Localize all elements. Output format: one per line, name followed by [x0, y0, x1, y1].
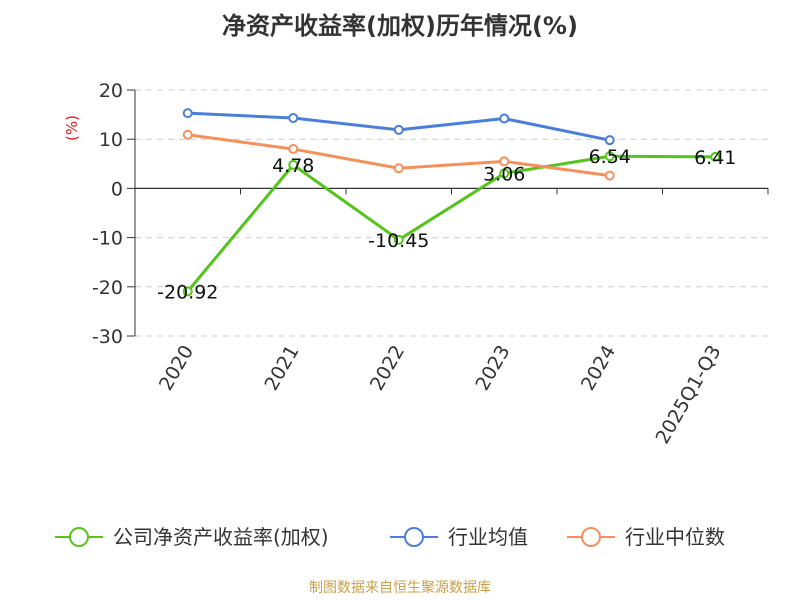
y-tick-label: -30: [92, 326, 123, 348]
data-point: [393, 234, 404, 245]
data-point: [182, 286, 193, 297]
legend-marker-0: [69, 527, 89, 547]
source-note: 制图数据来自恒生聚源数据库: [309, 580, 491, 596]
y-axis-unit-label: (%): [63, 115, 81, 141]
series-line-0: [186, 154, 716, 293]
y-tick-label: -20: [92, 277, 123, 299]
data-point: [288, 144, 299, 155]
data-label: -10.45: [368, 230, 429, 252]
legend-marker-2: [581, 527, 601, 547]
legend-label-1: 行业均值: [448, 525, 528, 549]
data-point: [288, 159, 299, 170]
data-point: [499, 113, 510, 124]
data-label: 6.41: [694, 147, 736, 169]
grid-lines: [135, 89, 768, 337]
data-point: [604, 151, 615, 162]
data-point: [393, 124, 404, 135]
series-lines: [182, 108, 721, 297]
data-label: 4.78: [272, 155, 314, 177]
data-point: [499, 168, 510, 179]
data-label: 6.54: [589, 146, 631, 168]
legend: 公司净资产收益率(加权) 行业均值 行业中位数: [55, 525, 725, 549]
y-tick-label: -10: [92, 228, 123, 250]
x-tick-label: 2024: [577, 342, 620, 395]
y-tick-label: 10: [99, 129, 123, 151]
data-point: [604, 170, 615, 181]
x-tick-label: 2021: [260, 342, 303, 395]
y-tick-label: 20: [99, 80, 123, 102]
data-label: -20.92: [157, 281, 218, 303]
x-tick-label: 2022: [366, 342, 409, 395]
data-point: [499, 156, 510, 167]
data-label: 3.06: [483, 163, 525, 185]
y-tick-label: 0: [111, 178, 123, 200]
legend-label-0: 公司净资产收益率(加权): [113, 525, 329, 549]
legend-label-2: 行业中位数: [625, 525, 725, 549]
data-point: [182, 129, 193, 140]
data-point: [288, 113, 299, 124]
data-point: [604, 135, 615, 146]
x-tick-label: 2023: [471, 342, 514, 395]
data-point: [710, 151, 721, 162]
data-labels: -20.92 4.78 -10.45 3.06 6.54 6.41: [157, 146, 736, 303]
data-point: [182, 108, 193, 119]
legend-marker-1: [404, 527, 424, 547]
x-tick-label: 2020: [155, 342, 198, 395]
x-tick-label: 2025Q1-Q3: [652, 342, 726, 448]
data-point: [393, 163, 404, 174]
chart-title: 净资产收益率(加权)历年情况(%): [222, 12, 578, 40]
